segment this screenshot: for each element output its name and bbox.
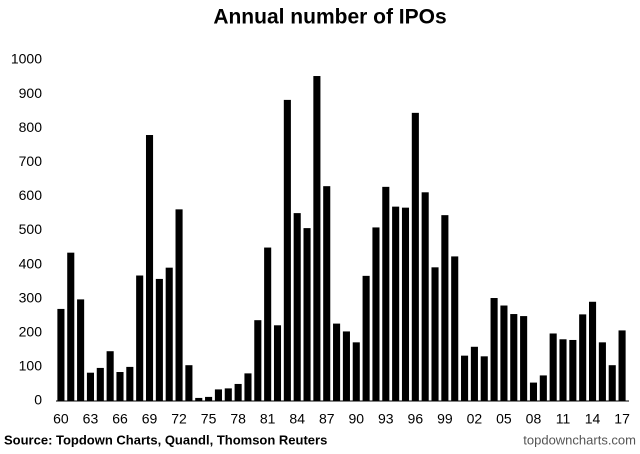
bar — [283, 99, 291, 401]
bar — [234, 383, 242, 401]
bar — [461, 355, 469, 401]
bar — [136, 275, 144, 401]
bar — [470, 346, 478, 401]
bar — [510, 314, 518, 401]
bar — [539, 375, 547, 401]
bar — [500, 305, 508, 401]
x-tick-label: 72 — [171, 411, 187, 427]
x-tick-label: 02 — [467, 411, 483, 427]
bar — [214, 389, 222, 401]
bar — [382, 186, 390, 401]
x-tick-label: 96 — [408, 411, 424, 427]
bar — [303, 228, 311, 401]
source-note: Source: Topdown Charts, Quandl, Thomson … — [4, 432, 327, 447]
bar — [392, 206, 400, 401]
y-tick-label: 800 — [19, 119, 43, 135]
y-tick-label: 400 — [19, 255, 43, 271]
x-tick-label: 81 — [260, 411, 276, 427]
y-tick-label: 500 — [19, 221, 43, 237]
bar — [244, 373, 252, 401]
bar — [333, 323, 341, 401]
bar — [579, 314, 587, 401]
bar — [342, 331, 350, 401]
bar — [431, 267, 439, 401]
x-tick-label: 05 — [496, 411, 512, 427]
x-tick-label: 93 — [378, 411, 394, 427]
bar — [480, 356, 488, 401]
bar — [451, 256, 459, 401]
y-tick-label: 1000 — [11, 51, 42, 67]
y-tick-label: 300 — [19, 289, 43, 305]
x-tick-label: 69 — [142, 411, 158, 427]
bar — [588, 301, 597, 401]
y-tick-label: 900 — [19, 85, 43, 101]
y-tick-label: 600 — [19, 187, 43, 203]
bar — [529, 382, 538, 401]
x-tick-label: 66 — [112, 411, 128, 427]
bar — [264, 247, 272, 401]
bar — [421, 192, 429, 401]
bar — [254, 320, 262, 401]
bar — [608, 365, 616, 401]
x-tick-label: 75 — [201, 411, 217, 427]
x-tick-label: 63 — [83, 411, 99, 427]
bar — [77, 299, 85, 401]
x-tick-label: 84 — [289, 411, 305, 427]
bar — [145, 135, 154, 401]
bar — [313, 76, 321, 401]
bar — [411, 112, 419, 401]
x-tick-label: 08 — [526, 411, 542, 427]
x-tick-label: 17 — [614, 411, 630, 427]
bar — [598, 342, 606, 401]
bar — [67, 252, 75, 401]
y-tick-label: 100 — [19, 358, 43, 374]
bar — [155, 278, 163, 401]
bar — [106, 351, 114, 401]
bar — [293, 213, 301, 401]
bar — [165, 267, 173, 401]
x-tick-label: 99 — [437, 411, 453, 427]
bar — [175, 209, 183, 401]
bar — [323, 186, 331, 401]
x-tick-label: 90 — [348, 411, 364, 427]
bar — [96, 367, 104, 401]
bar — [490, 298, 498, 401]
bar — [86, 372, 95, 401]
bar — [126, 366, 134, 401]
x-tick-label: 14 — [585, 411, 601, 427]
bar — [362, 275, 370, 401]
bar — [618, 330, 626, 401]
bar — [569, 339, 577, 401]
bar — [195, 397, 203, 401]
bar — [441, 215, 449, 401]
bar — [116, 372, 124, 401]
bar — [559, 339, 567, 401]
bar — [549, 333, 557, 401]
y-tick-label: 200 — [19, 324, 43, 340]
x-tick-label: 78 — [230, 411, 246, 427]
chart-title: Annual number of IPOs — [213, 6, 446, 29]
watermark: topdowncharts.com — [523, 432, 636, 447]
y-tick-label: 700 — [19, 153, 43, 169]
y-tick-label: 0 — [34, 392, 42, 408]
x-tick-label: 87 — [319, 411, 335, 427]
bar — [372, 227, 380, 401]
bar — [224, 388, 232, 401]
x-tick-label: 60 — [53, 411, 69, 427]
bar — [57, 308, 65, 401]
x-tick-label: 11 — [556, 411, 571, 427]
bar — [205, 396, 213, 401]
bar — [401, 207, 410, 401]
bar — [520, 316, 528, 401]
bar — [185, 365, 193, 401]
bar — [273, 325, 282, 401]
bar — [352, 342, 360, 401]
